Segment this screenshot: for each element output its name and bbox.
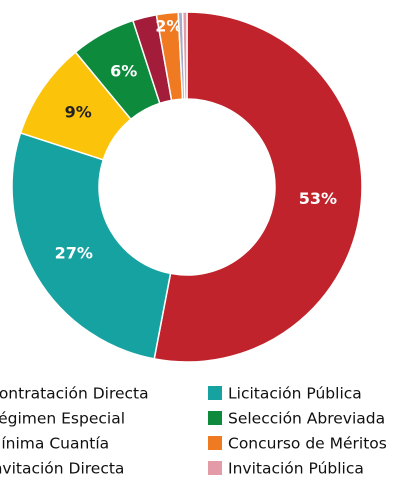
value-label: 27% [55,243,93,262]
legend-label: Licitación Pública [228,385,362,403]
value-label: 2% [155,17,182,36]
legend-label: Contratación Directa [0,385,149,403]
value-label: 6% [110,61,137,80]
legend-marker [208,436,222,450]
legend-label: Invitación Pública [228,460,364,478]
legend-label: Mínima Cuantía [0,435,109,453]
legend-label: Selección Abreviada [228,410,385,428]
legend-label: Invitación Directa [0,460,124,478]
slice [11,131,172,360]
legend-label: Régimen Especial [0,410,125,428]
legend-marker [208,461,222,475]
slice [153,11,363,363]
legend-marker [208,386,222,400]
value-label: 53% [299,189,337,208]
slice [181,11,188,100]
legend-label: Concurso de Méritos [228,435,387,453]
value-label: 9% [65,103,92,122]
legend-marker [208,411,222,425]
